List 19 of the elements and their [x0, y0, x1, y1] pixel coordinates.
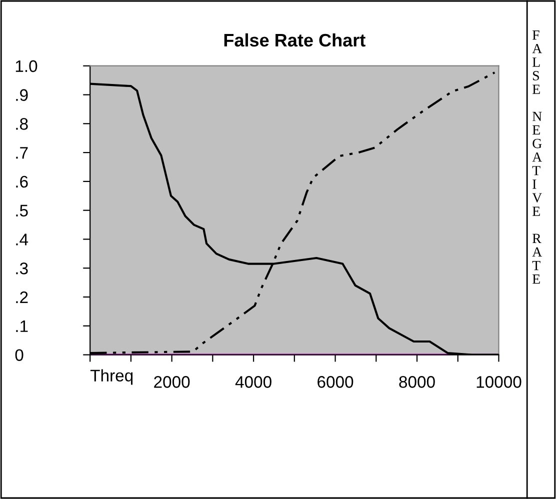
y-tick-label: 0: [15, 349, 24, 361]
y-tick-label: .9: [16, 89, 28, 101]
text: FALSE NEGATIVE RATE: [532, 30, 542, 284]
x-axis-title: Threq: [90, 369, 133, 385]
y-tick-label: .1: [16, 320, 28, 332]
x-tick-label: 4000: [235, 376, 272, 388]
y-tick-label: .2: [16, 291, 28, 304]
y-tick-label: .5: [16, 204, 28, 217]
chart-title: False Rate Chart: [224, 33, 366, 47]
x-tick-label: 2000: [154, 376, 190, 388]
x-tick-label: 6000: [318, 376, 354, 388]
y-tick-label: .3: [16, 262, 28, 274]
y-tick-label: .7: [16, 147, 28, 159]
x-tick-label: 8000: [399, 376, 435, 388]
x-tick-label: 10000: [476, 376, 522, 388]
y-tick-label: .6: [16, 176, 28, 188]
y-tick-label: .8: [16, 118, 28, 130]
y-tick-label: .4: [16, 234, 28, 246]
y-tick-label: 1.0: [16, 60, 38, 72]
